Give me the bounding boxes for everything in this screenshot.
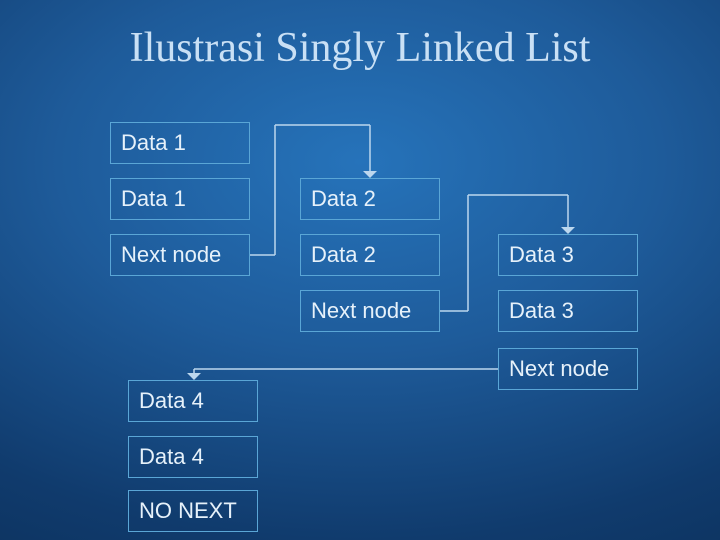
node-cell: Data 1 — [110, 122, 250, 164]
node-cell: Data 2 — [300, 178, 440, 220]
node-cell: Next node — [110, 234, 250, 276]
node-cell: Data 1 — [110, 178, 250, 220]
node-cell: Next node — [300, 290, 440, 332]
node-cell: Data 4 — [128, 436, 258, 478]
node-cell: Data 4 — [128, 380, 258, 422]
node-cell: Next node — [498, 348, 638, 390]
node-cell: Data 3 — [498, 234, 638, 276]
page-title: Ilustrasi Singly Linked List — [0, 24, 720, 72]
node-cell: NO NEXT — [128, 490, 258, 532]
node-cell: Data 2 — [300, 234, 440, 276]
node-cell: Data 3 — [498, 290, 638, 332]
